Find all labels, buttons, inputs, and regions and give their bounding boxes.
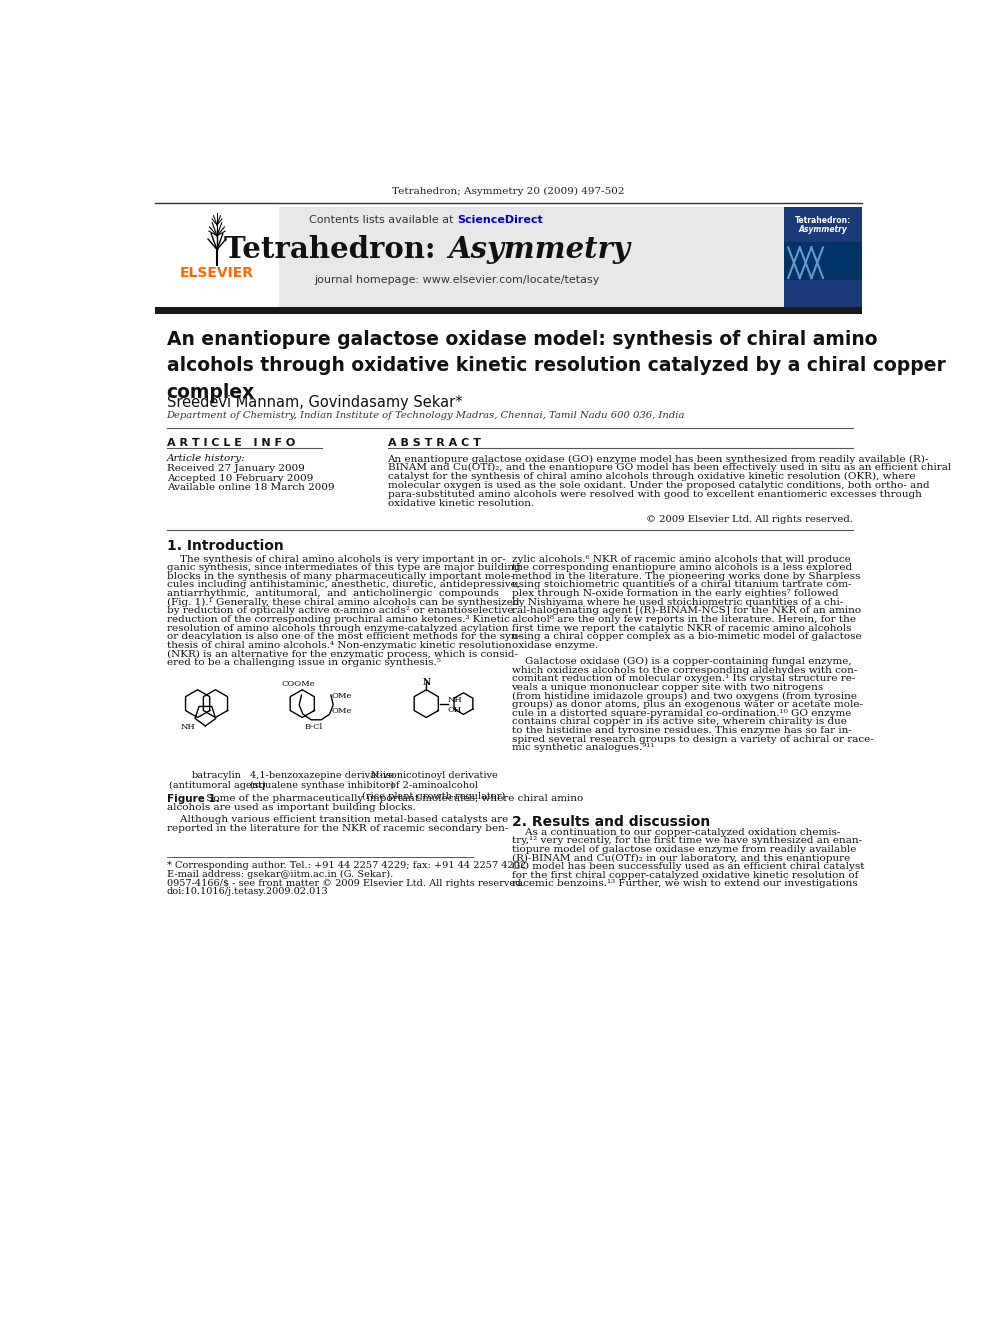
Text: the corresponding enantiopure amino alcohols is a less explored: the corresponding enantiopure amino alco…	[512, 564, 851, 572]
FancyBboxPatch shape	[785, 206, 862, 307]
Text: which oxidizes alcohols to the corresponding aldehydes with con-: which oxidizes alcohols to the correspon…	[512, 665, 857, 675]
Text: OMe: OMe	[331, 692, 352, 700]
Text: method in the literature. The pioneering works done by Sharpless: method in the literature. The pioneering…	[512, 572, 860, 581]
Text: ELSEVIER: ELSEVIER	[180, 266, 254, 279]
Text: ScienceDirect: ScienceDirect	[457, 216, 543, 225]
Text: Although various efficient transition metal-based catalysts are: Although various efficient transition me…	[167, 815, 508, 824]
Text: ered to be a challenging issue in organic synthesis.⁵: ered to be a challenging issue in organi…	[167, 658, 440, 667]
Text: The synthesis of chiral amino alcohols is very important in or-: The synthesis of chiral amino alcohols i…	[167, 554, 505, 564]
Text: alcohol⁸ are the only few reports in the literature. Herein, for the: alcohol⁸ are the only few reports in the…	[512, 615, 855, 624]
Text: 1. Introduction: 1. Introduction	[167, 540, 284, 553]
FancyBboxPatch shape	[155, 206, 279, 307]
Text: para-substituted amino alcohols were resolved with good to excellent enantiomeri: para-substituted amino alcohols were res…	[388, 490, 922, 499]
Text: Contents lists available at: Contents lists available at	[310, 216, 457, 225]
Text: * Corresponding author. Tel.: +91 44 2257 4229; fax: +91 44 2257 4202.: * Corresponding author. Tel.: +91 44 225…	[167, 861, 529, 871]
Text: tiopure model of galactose oxidase enzyme from readily available: tiopure model of galactose oxidase enzym…	[512, 845, 856, 853]
Text: Galactose oxidase (GO) is a copper-containing fungal enzyme,: Galactose oxidase (GO) is a copper-conta…	[512, 658, 851, 667]
Text: An enantiopure galactose oxidase (GO) enzyme model has been synthesized from rea: An enantiopure galactose oxidase (GO) en…	[388, 454, 929, 463]
Text: Asymmetry: Asymmetry	[448, 235, 630, 265]
Text: N-isonicotinoyl derivative
of 2-aminoalcohol
(rice plant growth regulator): N-isonicotinoyl derivative of 2-aminoalc…	[362, 770, 506, 800]
Text: by reduction of optically active α-amino acids² or enantioselective: by reduction of optically active α-amino…	[167, 606, 513, 615]
Text: A B S T R A C T: A B S T R A C T	[388, 438, 480, 447]
Text: comitant reduction of molecular oxygen.¹ Its crystal structure re-: comitant reduction of molecular oxygen.¹…	[512, 675, 855, 684]
Text: batracylin
(antitumoral agent): batracylin (antitumoral agent)	[169, 770, 266, 790]
Text: Available online 18 March 2009: Available online 18 March 2009	[167, 483, 334, 492]
Text: N: N	[423, 677, 431, 687]
Text: 0957-4166/$ - see front matter © 2009 Elsevier Ltd. All rights reserved.: 0957-4166/$ - see front matter © 2009 El…	[167, 878, 524, 888]
Text: Tetrahedron:: Tetrahedron:	[795, 216, 851, 225]
Text: groups) as donor atoms, plus an exogenous water or acetate mole-: groups) as donor atoms, plus an exogenou…	[512, 700, 862, 709]
Text: first time we report the catalytic NKR of racemic amino alcohols: first time we report the catalytic NKR o…	[512, 623, 851, 632]
Text: try,¹² very recently, for the first time we have synthesized an enan-: try,¹² very recently, for the first time…	[512, 836, 862, 845]
Text: zylic alcohols.⁶ NKR of racemic amino alcohols that will produce: zylic alcohols.⁶ NKR of racemic amino al…	[512, 554, 850, 564]
Text: mic synthetic analogues.⁹¹¹: mic synthetic analogues.⁹¹¹	[512, 744, 654, 753]
FancyBboxPatch shape	[155, 206, 862, 307]
Text: plex through N-oxide formation in the early eighties⁷ followed: plex through N-oxide formation in the ea…	[512, 589, 838, 598]
Text: using a chiral copper complex as a bio-mimetic model of galactose: using a chiral copper complex as a bio-m…	[512, 632, 861, 642]
Text: racemic benzoins.¹³ Further, we wish to extend our investigations: racemic benzoins.¹³ Further, we wish to …	[512, 880, 857, 888]
Text: 4,1-benzoxazepine derivative
(squalene synthase inhibitor): 4,1-benzoxazepine derivative (squalene s…	[250, 770, 394, 790]
Text: veals a unique mononuclear copper site with two nitrogens: veals a unique mononuclear copper site w…	[512, 683, 823, 692]
Text: resolution of amino alcohols through enzyme-catalyzed acylation: resolution of amino alcohols through enz…	[167, 623, 508, 632]
Text: An enantiopure galactose oxidase model: synthesis of chiral amino
alcohols throu: An enantiopure galactose oxidase model: …	[167, 329, 945, 402]
Text: oxidase enzyme.: oxidase enzyme.	[512, 640, 598, 650]
Text: ganic synthesis, since intermediates of this type are major building: ganic synthesis, since intermediates of …	[167, 564, 521, 572]
Text: journal homepage: www.elsevier.com/locate/tetasy: journal homepage: www.elsevier.com/locat…	[314, 275, 600, 286]
FancyBboxPatch shape	[155, 307, 862, 315]
Text: E-mail address: gsekar@iitm.ac.in (G. Sekar).: E-mail address: gsekar@iitm.ac.in (G. Se…	[167, 869, 393, 878]
Text: doi:10.1016/j.tetasy.2009.02.013: doi:10.1016/j.tetasy.2009.02.013	[167, 888, 328, 897]
Text: by Nishiyama where he used stoichiometric quantities of a chi-: by Nishiyama where he used stoichiometri…	[512, 598, 843, 607]
Text: B-Cl: B-Cl	[305, 722, 323, 730]
Text: OMe: OMe	[331, 708, 352, 716]
Text: reported in the literature for the NKR of racemic secondary ben-: reported in the literature for the NKR o…	[167, 824, 508, 833]
Text: (from histidine imidazole groups) and two oxygens (from tyrosine: (from histidine imidazole groups) and tw…	[512, 692, 856, 701]
Text: Asymmetry: Asymmetry	[799, 225, 847, 234]
Text: contains chiral copper in its active site, wherein chirality is due: contains chiral copper in its active sit…	[512, 717, 846, 726]
Text: using stoichiometric quantities of a chiral titanium tartrate com-: using stoichiometric quantities of a chi…	[512, 581, 851, 590]
Text: oxidative kinetic resolution.: oxidative kinetic resolution.	[388, 499, 534, 508]
Text: 2. Results and discussion: 2. Results and discussion	[512, 815, 709, 830]
Text: As a continuation to our copper-catalyzed oxidation chemis-: As a continuation to our copper-catalyze…	[512, 828, 840, 836]
Text: Accepted 10 February 2009: Accepted 10 February 2009	[167, 474, 313, 483]
Text: cules including antihistaminic, anesthetic, diuretic, antidepressive,: cules including antihistaminic, anesthet…	[167, 581, 520, 590]
Text: catalyst for the synthesis of chiral amino alcohols through oxidative kinetic re: catalyst for the synthesis of chiral ami…	[388, 472, 915, 482]
Text: Received 27 January 2009: Received 27 January 2009	[167, 464, 305, 474]
Text: reduction of the corresponding prochiral amino ketones.³ Kinetic: reduction of the corresponding prochiral…	[167, 615, 510, 624]
Text: Article history:: Article history:	[167, 454, 245, 463]
Text: spired several research groups to design a variety of achiral or race-: spired several research groups to design…	[512, 734, 873, 744]
Text: to the histidine and tyrosine residues. This enzyme has so far in-: to the histidine and tyrosine residues. …	[512, 726, 851, 736]
Text: © 2009 Elsevier Ltd. All rights reserved.: © 2009 Elsevier Ltd. All rights reserved…	[646, 515, 852, 524]
Text: BINAM and Cu(OTf)₂, and the enantiopure GO model has been effectively used in si: BINAM and Cu(OTf)₂, and the enantiopure …	[388, 463, 950, 472]
Text: A R T I C L E   I N F O: A R T I C L E I N F O	[167, 438, 295, 447]
Text: (Fig. 1).¹ Generally, these chiral amino alcohols can be synthesized: (Fig. 1).¹ Generally, these chiral amino…	[167, 598, 519, 607]
Text: NH: NH	[448, 696, 462, 704]
Text: Sreedevi Mannam, Govindasamy Sekar*: Sreedevi Mannam, Govindasamy Sekar*	[167, 396, 462, 410]
Text: antiarrhythmic,  antitumoral,  and  anticholinergic  compounds: antiarrhythmic, antitumoral, and anticho…	[167, 589, 499, 598]
Text: Department of Chemistry, Indian Institute of Technology Madras, Chennai, Tamil N: Department of Chemistry, Indian Institut…	[167, 411, 685, 421]
Text: Tetrahedron; Asymmetry 20 (2009) 497-502: Tetrahedron; Asymmetry 20 (2009) 497-502	[392, 187, 625, 196]
Text: Figure 1.: Figure 1.	[167, 794, 219, 803]
Text: or deacylation is also one of the most efficient methods for the syn-: or deacylation is also one of the most e…	[167, 632, 521, 642]
Text: for the first chiral copper-catalyzed oxidative kinetic resolution of: for the first chiral copper-catalyzed ox…	[512, 871, 858, 880]
Text: cule in a distorted square-pyramidal co-ordination.¹⁰ GO enzyme: cule in a distorted square-pyramidal co-…	[512, 709, 851, 718]
Text: GO model has been successfully used as an efficient chiral catalyst: GO model has been successfully used as a…	[512, 863, 864, 871]
Text: (NKR) is an alternative for the enzymatic process, which is consid-: (NKR) is an alternative for the enzymati…	[167, 650, 518, 659]
FancyBboxPatch shape	[785, 242, 862, 280]
Text: thesis of chiral amino alcohols.⁴ Non-enzymatic kinetic resolution: thesis of chiral amino alcohols.⁴ Non-en…	[167, 640, 511, 650]
Text: NH: NH	[181, 722, 194, 730]
Text: blocks in the synthesis of many pharmaceutically important mole-: blocks in the synthesis of many pharmace…	[167, 572, 514, 581]
Text: alcohols are used as important building blocks.: alcohols are used as important building …	[167, 803, 416, 811]
Text: COOMe: COOMe	[282, 680, 315, 688]
Text: (R)-BINAM and Cu(OTf)₂ in our laboratory, and this enantiopure: (R)-BINAM and Cu(OTf)₂ in our laboratory…	[512, 853, 850, 863]
Text: OH: OH	[448, 705, 462, 714]
Text: Some of the pharmaceutically important molecules, where chiral amino: Some of the pharmaceutically important m…	[203, 794, 583, 803]
Text: ral-halogenating agent [(R)-BINAM-NCS] for the NKR of an amino: ral-halogenating agent [(R)-BINAM-NCS] f…	[512, 606, 861, 615]
Text: Tetrahedron:: Tetrahedron:	[224, 235, 445, 265]
Text: molecular oxygen is used as the sole oxidant. Under the proposed catalytic condi: molecular oxygen is used as the sole oxi…	[388, 482, 930, 490]
